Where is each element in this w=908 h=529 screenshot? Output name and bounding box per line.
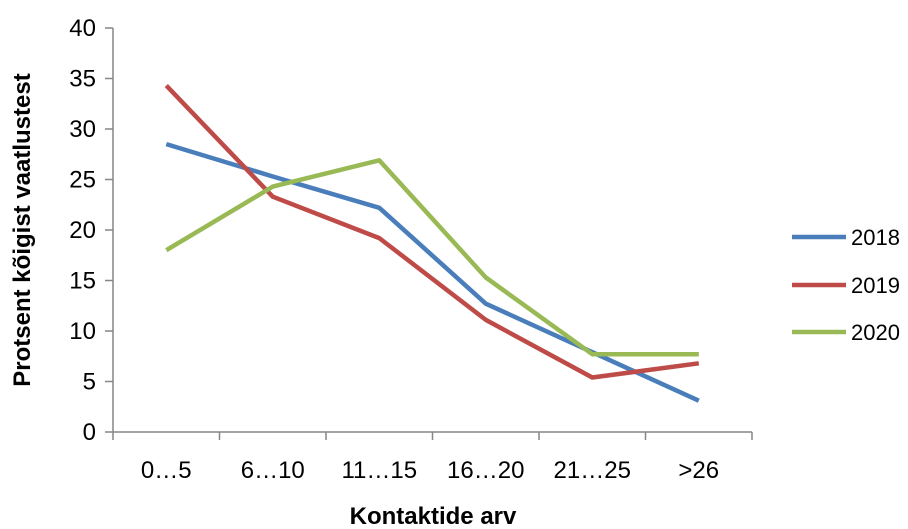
- legend-label-2018: 2018: [851, 225, 900, 250]
- x-tick-label: 16…20: [447, 457, 524, 484]
- y-tick-label: 40: [69, 15, 96, 42]
- series-line-2020: [165, 158, 699, 357]
- y-tick-label: 30: [69, 116, 96, 143]
- y-tick-label: 25: [69, 167, 96, 194]
- y-tick-label: 0: [83, 419, 96, 446]
- y-axis-ticks: 0 5 10 15 20 25 30 35 40: [69, 15, 113, 446]
- y-tick-label: 15: [69, 268, 96, 295]
- y-tick-label: 10: [69, 318, 96, 345]
- y-tick-label: 5: [83, 369, 96, 396]
- series-line-2018: [165, 141, 700, 403]
- x-axis-ticks: 0…5 6…10 11…15 16…20 21…25 >26: [112, 432, 753, 484]
- y-tick-label: 20: [69, 217, 96, 244]
- series-line-2019: [164, 84, 700, 380]
- x-tick-label: 21…25: [554, 457, 631, 484]
- x-axis-title: Kontaktide arv: [350, 503, 517, 529]
- x-tick-label: 11…15: [341, 457, 417, 484]
- x-tick-label: >26: [678, 457, 719, 484]
- legend-label-2020: 2020: [851, 320, 900, 345]
- series-layer: [164, 84, 700, 403]
- legend: 2018 2019 2020: [792, 225, 900, 345]
- y-axis-title: Protsent kõigist vaatlustest: [9, 73, 36, 386]
- legend-label-2019: 2019: [851, 273, 900, 298]
- y-tick-label: 35: [69, 66, 96, 93]
- x-tick-label: 6…10: [241, 457, 305, 484]
- x-tick-label: 0…5: [141, 457, 192, 484]
